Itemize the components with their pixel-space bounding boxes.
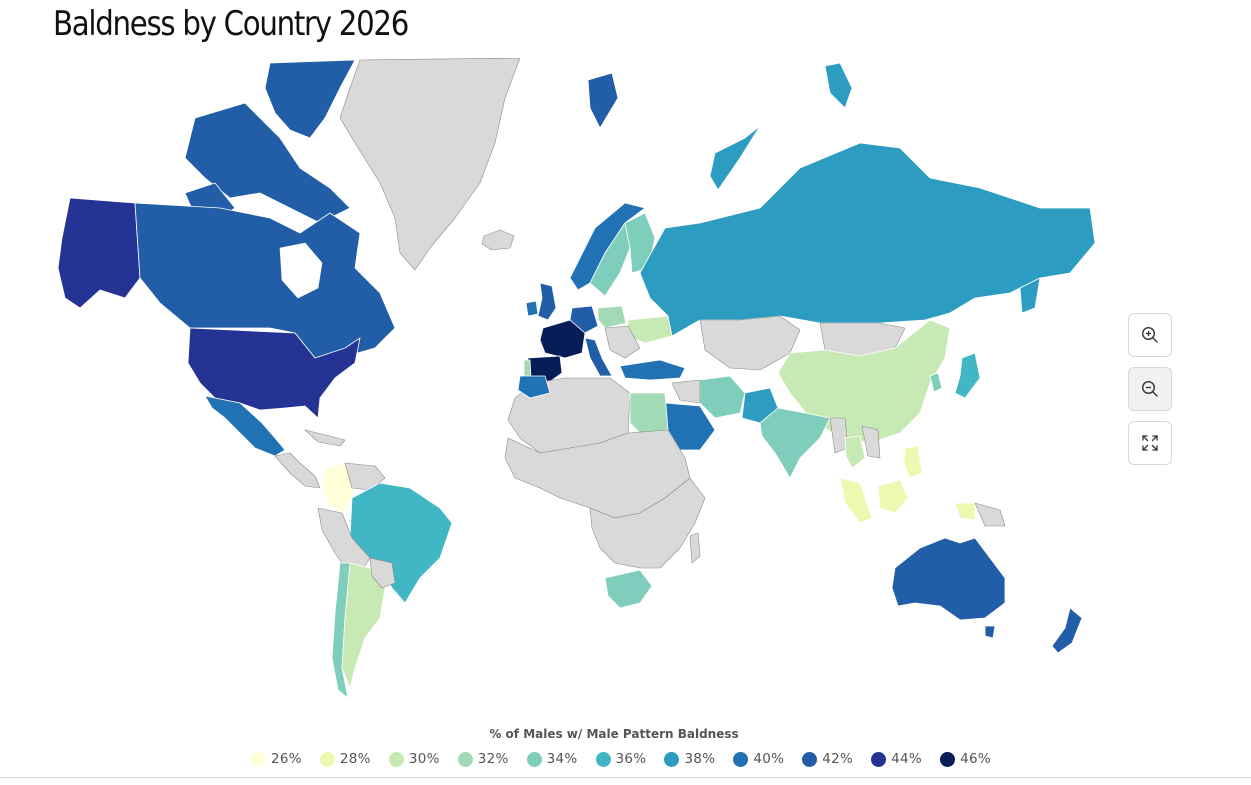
legend-label: 38% [684,751,716,767]
region-egypt[interactable] [629,392,669,434]
page-title: Baldness by Country 2026 [53,4,409,44]
legend-label: 28% [339,751,371,767]
region-korea[interactable] [929,372,943,393]
region-canada[interactable] [134,202,396,359]
legend-item-28[interactable]: 28% [319,751,371,767]
region-indonesia-east[interactable] [974,502,1006,527]
map-svg[interactable] [0,58,1251,708]
region-japan[interactable] [954,352,981,399]
zoom-in-button[interactable] [1128,313,1172,357]
legend-item-26[interactable]: 26% [251,751,302,767]
region-iraq-syria[interactable] [671,379,701,404]
region-malaysia[interactable] [839,477,873,524]
legend-label: 26% [271,751,302,767]
region-paraguay[interactable] [369,557,396,589]
region-south-africa[interactable] [604,569,653,609]
region-iran[interactable] [699,375,746,419]
fullscreen-button[interactable] [1128,421,1172,465]
bottom-divider [0,777,1251,778]
legend-swatch [388,751,404,767]
region-tasmania[interactable] [984,625,996,639]
legend-label: 30% [408,751,440,767]
world-choropleth-map[interactable] [0,58,1251,708]
region-portugal[interactable] [523,359,532,379]
region-borneo[interactable] [877,479,909,514]
region-madagascar[interactable] [689,532,701,564]
region-iceland[interactable] [481,229,515,251]
legend-swatch [457,751,473,767]
legend-item-38[interactable]: 38% [664,751,715,767]
legend-item-46[interactable]: 46% [940,751,991,767]
region-ireland[interactable] [525,300,539,317]
legend-label: 32% [477,751,509,767]
region-novaya-zemlya[interactable] [709,125,761,191]
legend-swatch [871,751,887,767]
region-vietnam[interactable] [861,425,881,459]
legend-label: 36% [615,751,647,767]
region-alaska[interactable] [57,197,141,309]
legend-swatch [940,751,956,767]
legend-swatch [733,751,749,767]
legend-item-36[interactable]: 36% [595,751,647,767]
legend: 26% 28% 30% 32% 34% 36% 38% 40% 42% 44% … [251,750,1009,768]
region-hudson-bay[interactable] [279,242,323,299]
legend-swatch [319,751,335,767]
region-central-america[interactable] [274,452,321,489]
region-caribbean[interactable] [304,429,346,447]
region-china[interactable] [777,319,951,444]
region-usa[interactable] [187,327,361,419]
legend-item-34[interactable]: 34% [526,751,578,767]
legend-item-42[interactable]: 42% [802,751,853,767]
zoom-out-icon [1141,380,1158,397]
region-italy[interactable] [584,337,613,377]
region-new-guinea[interactable] [954,502,976,521]
region-poland[interactable] [597,305,627,329]
region-kamchatka[interactable] [1019,277,1041,314]
legend-item-32[interactable]: 32% [457,751,509,767]
legend-label: 34% [546,751,578,767]
zoom-in-icon [1141,326,1158,343]
region-central-africa[interactable] [589,477,706,569]
legend-swatch [802,751,818,767]
region-thailand[interactable] [844,435,866,469]
legend-item-40[interactable]: 40% [733,751,784,767]
region-morocco[interactable] [517,375,551,399]
region-philippines[interactable] [903,445,923,479]
legend-swatch [251,751,266,767]
legend-item-30[interactable]: 30% [388,751,440,767]
region-germany[interactable] [569,305,599,334]
region-turkey[interactable] [619,359,686,381]
legend-item-44[interactable]: 44% [871,751,922,767]
region-new-zealand[interactable] [1051,607,1083,654]
legend-title: % of Males w/ Male Pattern Baldness [489,727,739,741]
legend-label: 42% [822,751,854,767]
fullscreen-icon [1142,435,1158,451]
zoom-out-button[interactable] [1128,367,1172,411]
legend-label: 44% [891,751,923,767]
region-russia-islands[interactable] [824,62,853,109]
region-east-europe[interactable] [604,325,641,359]
legend-label: 46% [960,751,991,767]
legend-label: 40% [753,751,785,767]
legend-swatch [595,751,611,767]
region-australia[interactable] [891,537,1006,621]
region-greenland[interactable] [339,58,521,271]
legend-swatch [526,751,542,767]
region-uk[interactable] [537,282,557,321]
region-svalbard[interactable] [587,72,619,129]
legend-swatch [664,751,680,767]
region-canada-islands[interactable] [264,59,356,139]
region-india[interactable] [759,407,831,479]
